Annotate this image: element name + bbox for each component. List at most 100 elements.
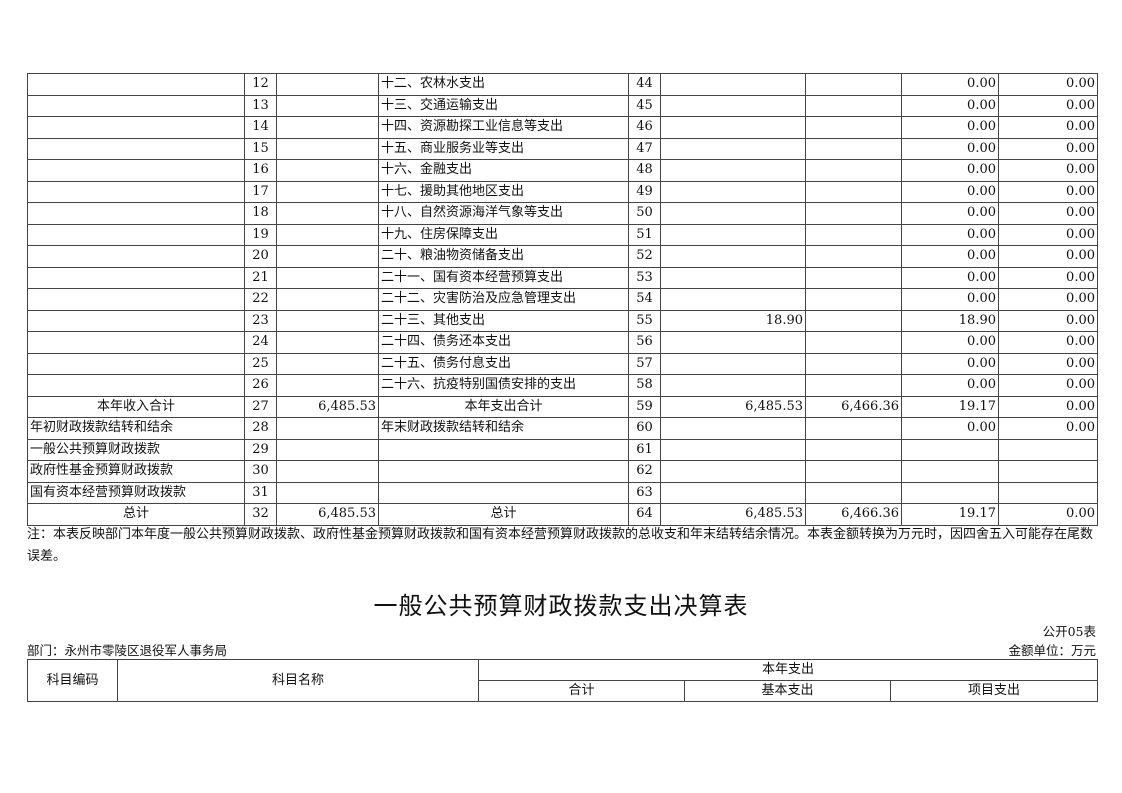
income-item-label bbox=[27, 331, 245, 354]
expenditure-line-number: 44 bbox=[628, 73, 661, 96]
expenditure-item-label: 十二、农林水支出 bbox=[378, 73, 629, 96]
expenditure-total bbox=[660, 331, 806, 354]
expenditure-total bbox=[660, 288, 806, 311]
amount-unit-label: 金额单位：万元 bbox=[1008, 643, 1096, 658]
expenditure-item-label: 十七、援助其他地区支出 bbox=[378, 180, 629, 203]
income-amount: 6,485.53 bbox=[276, 395, 379, 418]
year-end-balance: 0.00 bbox=[998, 137, 1098, 160]
income-item-label: 国有资本经营预算财政拨款 bbox=[27, 481, 245, 504]
basic-expenditure bbox=[805, 374, 902, 397]
income-item-label bbox=[27, 288, 245, 311]
expenditure-total: 6,485.53 bbox=[660, 503, 806, 526]
expenditure-line-number: 59 bbox=[628, 395, 661, 418]
income-line-number: 27 bbox=[244, 395, 277, 418]
year-end-balance bbox=[998, 438, 1098, 461]
project-expenditure: 0.00 bbox=[901, 245, 999, 268]
header-basic-expenditure: 基本支出 bbox=[684, 680, 891, 702]
table-row: 国有资本经营预算财政拨款 31 63 bbox=[27, 481, 1098, 504]
income-item-label bbox=[27, 116, 245, 139]
table-row: 24 二十四、债务还本支出 56 0.00 0.00 bbox=[27, 331, 1098, 354]
income-line-number: 18 bbox=[244, 202, 277, 225]
project-expenditure: 19.17 bbox=[901, 395, 999, 418]
expenditure-line-number: 51 bbox=[628, 223, 661, 246]
year-end-balance: 0.00 bbox=[998, 245, 1098, 268]
year-end-balance: 0.00 bbox=[998, 116, 1098, 139]
expenditure-item-label: 二十、粮油物资储备支出 bbox=[378, 245, 629, 268]
income-amount bbox=[276, 223, 379, 246]
expenditure-line-number: 50 bbox=[628, 202, 661, 225]
income-line-number: 17 bbox=[244, 180, 277, 203]
income-item-label bbox=[27, 245, 245, 268]
income-line-number: 25 bbox=[244, 352, 277, 375]
project-expenditure: 18.90 bbox=[901, 309, 999, 332]
expenditure-item-label: 十三、交通运输支出 bbox=[378, 94, 629, 117]
project-expenditure: 0.00 bbox=[901, 223, 999, 246]
income-amount bbox=[276, 438, 379, 461]
table-row: 总计 32 6,485.53 总计 64 6,485.53 6,466.36 19.17 0.0… bbox=[27, 503, 1098, 526]
expenditure-total bbox=[660, 223, 806, 246]
year-end-balance: 0.00 bbox=[998, 417, 1098, 440]
table-row: 13 十三、交通运输支出 45 0.00 0.00 bbox=[27, 94, 1098, 117]
income-line-number: 16 bbox=[244, 159, 277, 182]
basic-expenditure bbox=[805, 288, 902, 311]
table-row: 本年收入合计 27 6,485.53 本年支出合计 59 6,485.53 6,466.36… bbox=[27, 395, 1098, 418]
expenditure-item-label: 二十六、抗疫特别国债安排的支出 bbox=[378, 374, 629, 397]
income-amount bbox=[276, 137, 379, 160]
year-end-balance: 0.00 bbox=[998, 503, 1098, 526]
project-expenditure: 0.00 bbox=[901, 374, 999, 397]
basic-expenditure bbox=[805, 180, 902, 203]
expenditure-total bbox=[660, 180, 806, 203]
expenditure-total: 6,485.53 bbox=[660, 395, 806, 418]
income-amount bbox=[276, 159, 379, 182]
header-subject-code: 科目编码 bbox=[27, 659, 118, 702]
income-item-label bbox=[27, 374, 245, 397]
basic-expenditure: 6,466.36 bbox=[805, 503, 902, 526]
basic-expenditure bbox=[805, 223, 902, 246]
year-end-balance: 0.00 bbox=[998, 180, 1098, 203]
income-line-number: 26 bbox=[244, 374, 277, 397]
income-line-number: 32 bbox=[244, 503, 277, 526]
expenditure-item-label: 二十四、债务还本支出 bbox=[378, 331, 629, 354]
expenditure-total bbox=[660, 417, 806, 440]
expenditure-total bbox=[660, 266, 806, 289]
income-item-label bbox=[27, 309, 245, 332]
expenditure-item-label: 十五、商业服务业等支出 bbox=[378, 137, 629, 160]
expenditure-line-number: 57 bbox=[628, 352, 661, 375]
project-expenditure: 0.00 bbox=[901, 266, 999, 289]
year-end-balance: 0.00 bbox=[998, 73, 1098, 96]
project-expenditure: 0.00 bbox=[901, 73, 999, 96]
expenditure-line-number: 62 bbox=[628, 460, 661, 483]
basic-expenditure bbox=[805, 245, 902, 268]
income-line-number: 23 bbox=[244, 309, 277, 332]
expenditure-item-label: 十四、资源勘探工业信息等支出 bbox=[378, 116, 629, 139]
expenditure-line-number: 60 bbox=[628, 417, 661, 440]
income-item-label: 政府性基金预算财政拨款 bbox=[27, 460, 245, 483]
income-line-number: 22 bbox=[244, 288, 277, 311]
income-line-number: 28 bbox=[244, 417, 277, 440]
income-item-label bbox=[27, 73, 245, 96]
year-end-balance: 0.00 bbox=[998, 266, 1098, 289]
income-line-number: 13 bbox=[244, 94, 277, 117]
table-row: 26 二十六、抗疫特别国债安排的支出 58 0.00 0.00 bbox=[27, 374, 1098, 397]
header-project-expenditure: 项目支出 bbox=[889, 680, 1099, 702]
project-expenditure: 0.00 bbox=[901, 159, 999, 182]
expenditure-line-number: 46 bbox=[628, 116, 661, 139]
project-expenditure: 0.00 bbox=[901, 331, 999, 354]
income-line-number: 14 bbox=[244, 116, 277, 139]
expenditure-total bbox=[660, 245, 806, 268]
income-item-label bbox=[27, 266, 245, 289]
income-line-number: 21 bbox=[244, 266, 277, 289]
year-end-balance bbox=[998, 460, 1098, 483]
income-amount bbox=[276, 481, 379, 504]
income-amount: 6,485.53 bbox=[276, 503, 379, 526]
basic-expenditure bbox=[805, 481, 902, 504]
income-amount bbox=[276, 331, 379, 354]
table-row: 16 十六、金融支出 48 0.00 0.00 bbox=[27, 159, 1098, 182]
expenditure-item-label: 十六、金融支出 bbox=[378, 159, 629, 182]
basic-expenditure bbox=[805, 116, 902, 139]
income-item-label bbox=[27, 223, 245, 246]
header-total: 合计 bbox=[478, 680, 685, 702]
expenditure-item-label: 二十一、国有资本经营预算支出 bbox=[378, 266, 629, 289]
expenditure-total bbox=[660, 438, 806, 461]
basic-expenditure bbox=[805, 352, 902, 375]
